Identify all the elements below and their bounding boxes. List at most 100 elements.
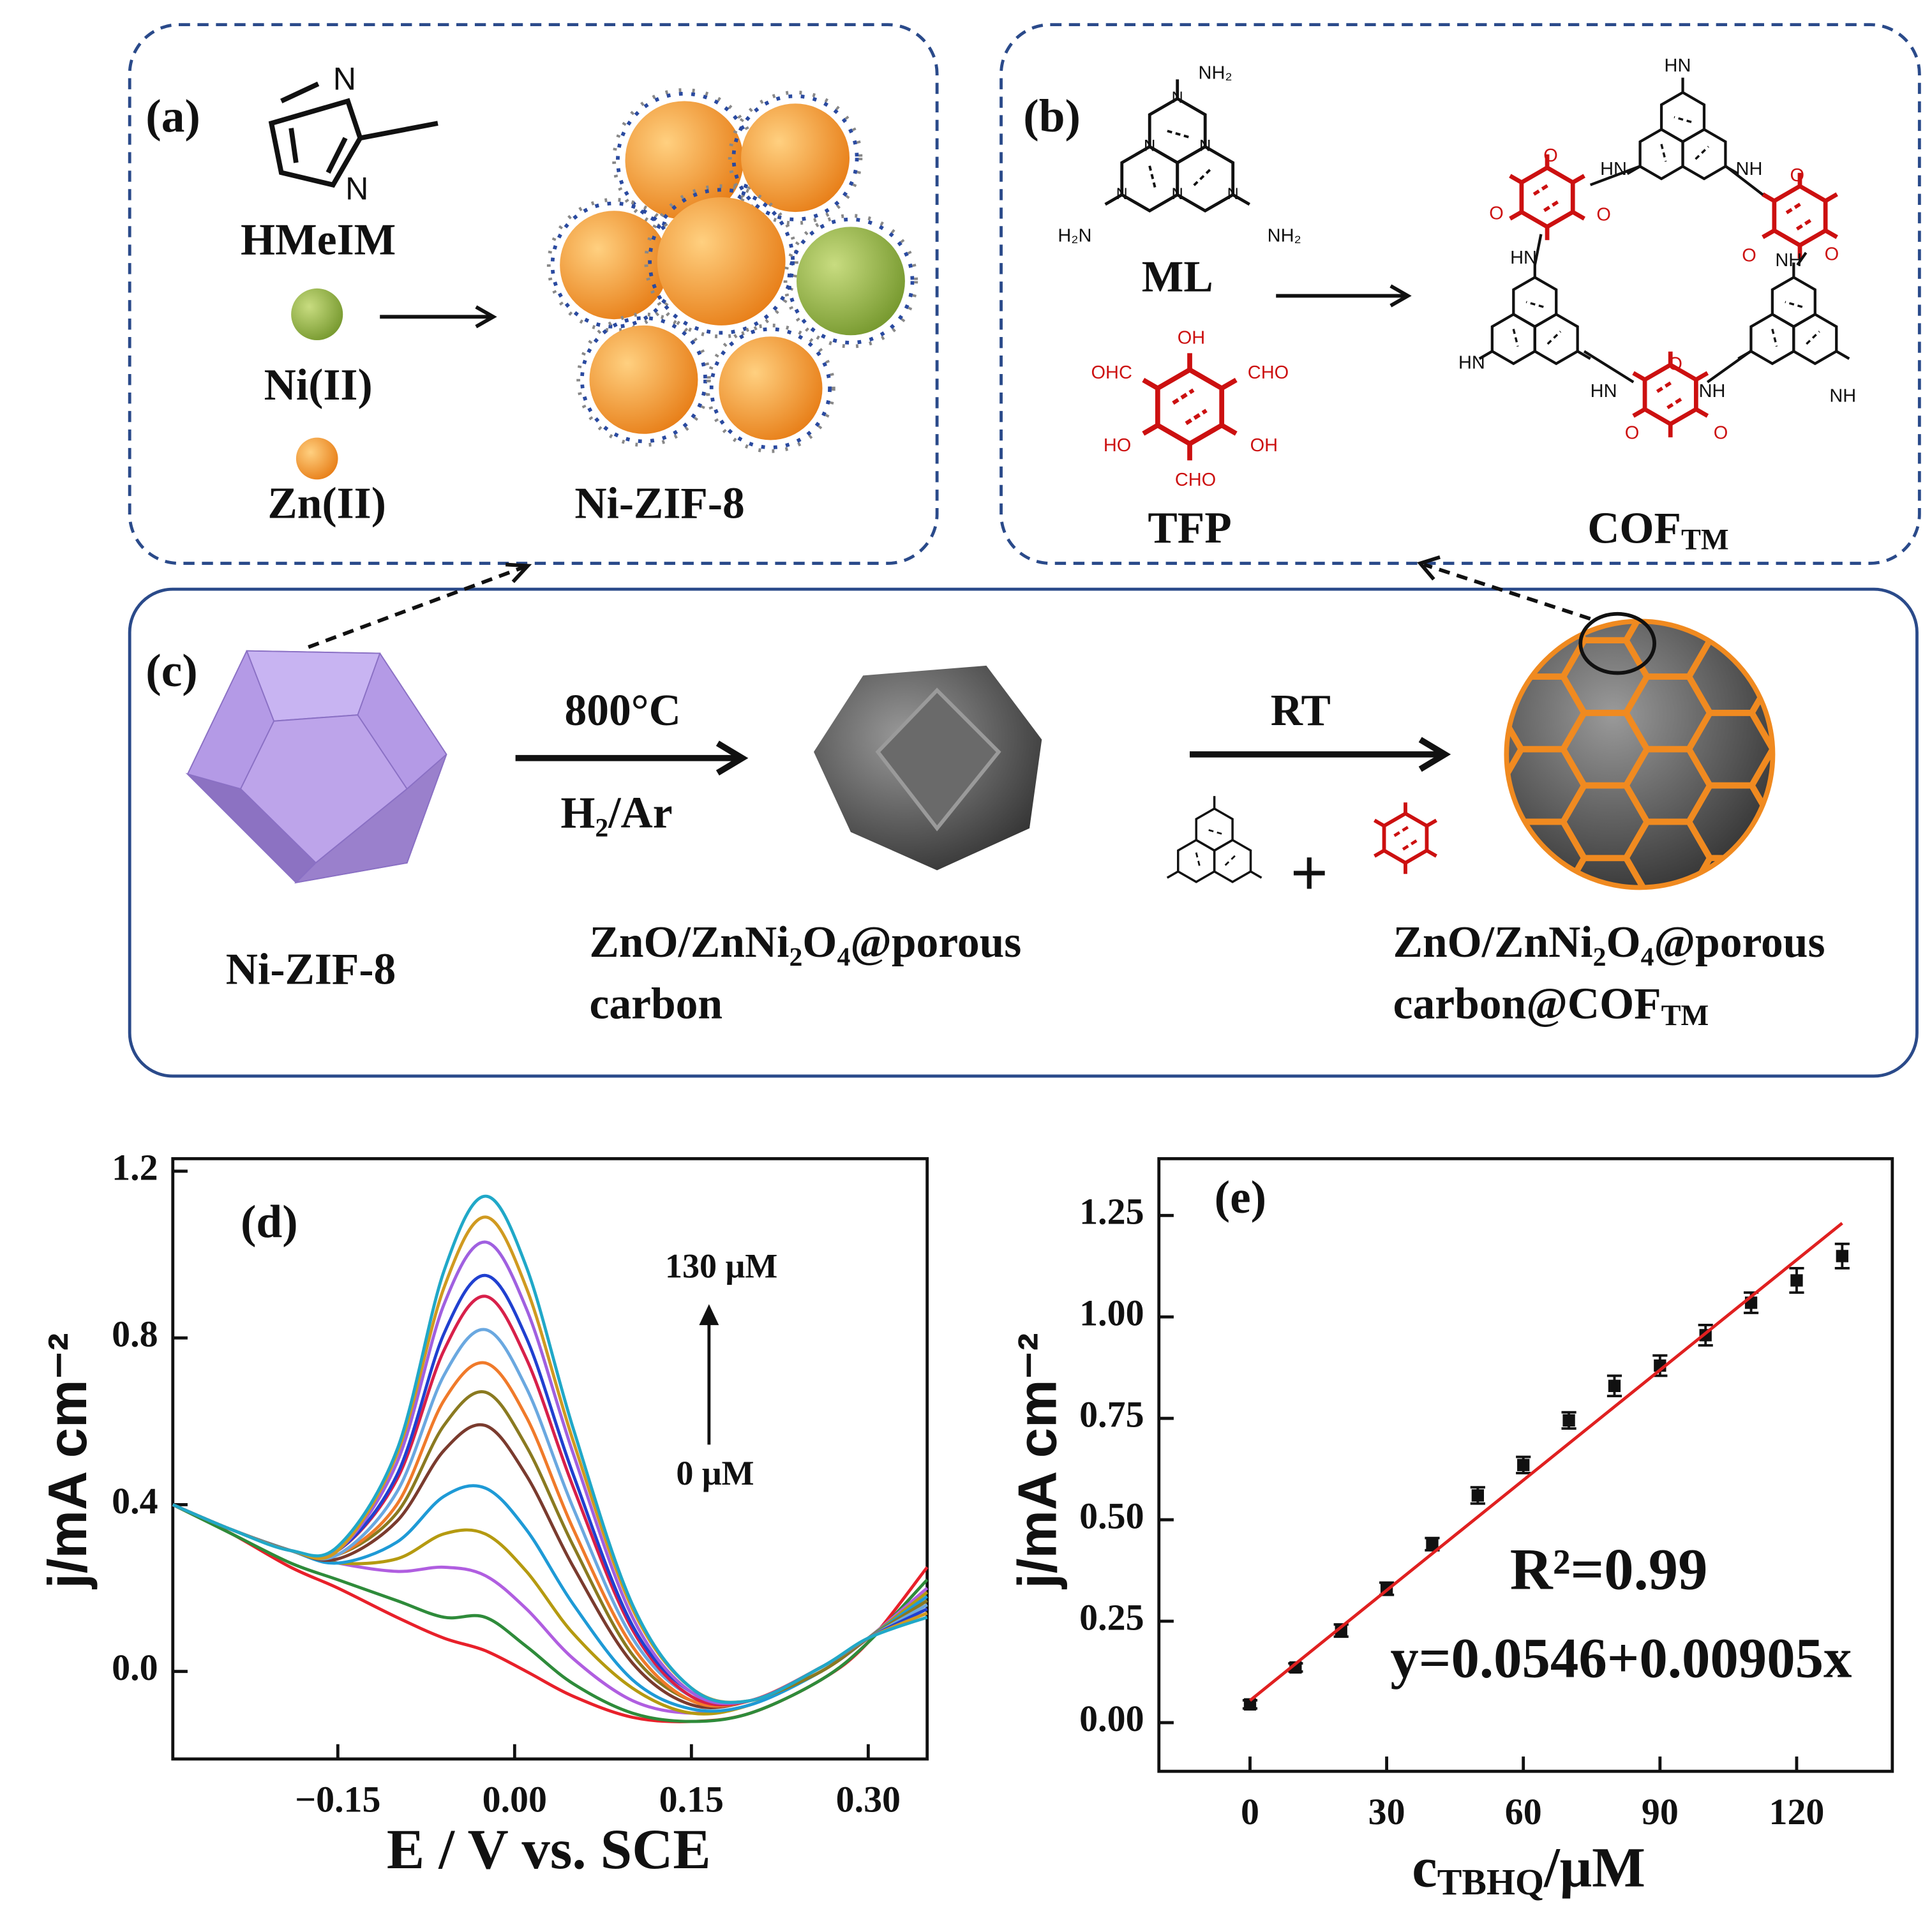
y-tick-label: 0.4 <box>112 1480 158 1522</box>
bond <box>1525 301 1544 308</box>
bond <box>1185 408 1208 425</box>
y-tick-label: 0.0 <box>112 1647 158 1688</box>
bond <box>1706 350 1751 384</box>
y-tick-label: 0.50 <box>1079 1495 1144 1536</box>
material-name: ZnO/ZnNi₂O₄@porous <box>1393 918 1825 967</box>
condition: H₂/Ar <box>560 788 672 837</box>
bond <box>1232 193 1250 206</box>
arrow <box>380 305 497 329</box>
atom-label: O <box>1596 205 1611 225</box>
cof-shell <box>1506 621 1525 643</box>
atom-label: N <box>1144 137 1155 154</box>
ring <box>1120 145 1179 213</box>
bond <box>1195 852 1201 868</box>
atom-label: O <box>1543 146 1558 166</box>
name-main: COF <box>1587 504 1681 553</box>
bond <box>1632 371 1646 382</box>
atom-label: O <box>1714 423 1728 443</box>
ring <box>1382 811 1429 865</box>
cof-shell <box>1506 782 1525 862</box>
bond <box>1762 192 1776 203</box>
y-tick-label: 1.2 <box>112 1146 158 1188</box>
bond <box>1674 116 1692 123</box>
material-name: carbon <box>590 980 723 1029</box>
bond <box>1104 193 1123 206</box>
atom-label: N <box>1172 89 1183 107</box>
bond <box>1795 217 1815 231</box>
fit-line <box>1248 1222 1843 1702</box>
atom-label: CHO <box>1175 470 1216 490</box>
y-axis-title: j/mA cm⁻² <box>1008 1333 1068 1590</box>
bond <box>1695 407 1709 418</box>
atom-label: HO <box>1104 435 1131 456</box>
x-tick-label: 0.15 <box>659 1779 724 1820</box>
bond <box>1762 229 1776 239</box>
annotation: y=0.0546+0.00905x <box>1390 1628 1852 1690</box>
bond <box>1393 825 1409 837</box>
cof-structure <box>1478 77 1850 438</box>
bond <box>1402 839 1418 851</box>
name-subscript: TM <box>1661 1000 1709 1032</box>
cof-shell <box>1506 637 1525 716</box>
x-tick-label: 0 <box>1241 1791 1259 1832</box>
atom-label: NH <box>1775 250 1802 271</box>
x-axis-title: cTBHQ/μM <box>1412 1837 1645 1903</box>
annotation: 130 μM <box>665 1247 777 1285</box>
zn-ion <box>296 437 338 480</box>
atom-label: HN <box>1591 381 1617 401</box>
x-tick-label: −0.15 <box>295 1779 380 1820</box>
bond <box>1374 849 1385 858</box>
data-point <box>1471 1489 1484 1502</box>
tfp-molecule <box>1374 802 1437 874</box>
bond <box>1374 818 1385 828</box>
atom-label: OH <box>1250 435 1278 456</box>
y-tick-label: 0.00 <box>1079 1698 1144 1739</box>
bond <box>1165 129 1189 139</box>
bond <box>1220 423 1238 436</box>
linker-network <box>644 184 798 339</box>
ml-molecule <box>1166 796 1262 883</box>
bond <box>1166 870 1179 879</box>
cof-shell <box>1752 967 1836 1040</box>
y-axis-title: j/mA cm⁻² <box>38 1333 98 1590</box>
bond <box>1148 165 1157 189</box>
metal-node <box>657 197 786 326</box>
atom-label: N <box>1172 185 1183 203</box>
bond <box>1425 818 1437 828</box>
condition: 800°C <box>565 686 681 735</box>
dashed-arrow <box>308 555 1591 649</box>
x-tick-label: 90 <box>1642 1791 1679 1832</box>
ni-zif-8-crystal <box>185 650 447 884</box>
ring <box>1155 366 1225 447</box>
linker-network <box>580 316 707 444</box>
linker-network <box>783 214 918 348</box>
ring <box>1792 313 1838 366</box>
annotation: R²=0.99 <box>1510 1536 1708 1602</box>
atom-label: NH <box>1736 159 1763 179</box>
arrow <box>1190 737 1451 772</box>
bond <box>1571 174 1585 184</box>
atom-label: HN <box>1510 248 1537 268</box>
tfp-molecule <box>1142 353 1238 461</box>
panel-label: (a) <box>146 90 200 142</box>
atom-label: N <box>1116 185 1128 203</box>
calcined-particle <box>813 665 1042 871</box>
linker-network <box>648 188 795 335</box>
bond <box>1796 251 1808 266</box>
ring <box>1749 313 1795 366</box>
atom-label: NH <box>1829 386 1856 407</box>
atom-label: O <box>1742 245 1756 266</box>
data-point <box>1836 1250 1848 1262</box>
bond <box>1478 350 1493 360</box>
atom-label: O <box>1668 354 1682 374</box>
ring <box>1519 165 1575 230</box>
bond <box>1660 144 1667 162</box>
ring <box>1490 313 1536 366</box>
bond <box>1695 371 1709 382</box>
name-main: carbon@COF <box>1393 980 1661 1029</box>
metal-node <box>625 101 744 220</box>
curve <box>172 1503 929 1723</box>
bond <box>1806 331 1820 345</box>
bond <box>1824 192 1838 203</box>
bond <box>1250 870 1262 879</box>
